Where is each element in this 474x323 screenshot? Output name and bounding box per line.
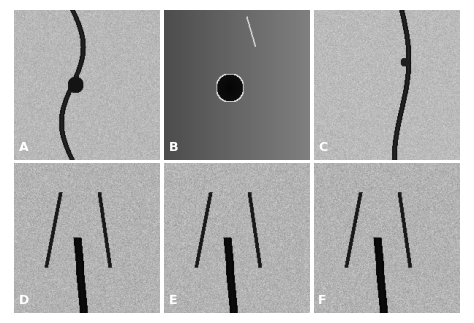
Text: C: C (318, 141, 327, 154)
Text: A: A (18, 141, 28, 154)
Text: E: E (168, 294, 177, 307)
Text: D: D (18, 294, 29, 307)
Text: F: F (318, 294, 327, 307)
Text: B: B (168, 141, 178, 154)
